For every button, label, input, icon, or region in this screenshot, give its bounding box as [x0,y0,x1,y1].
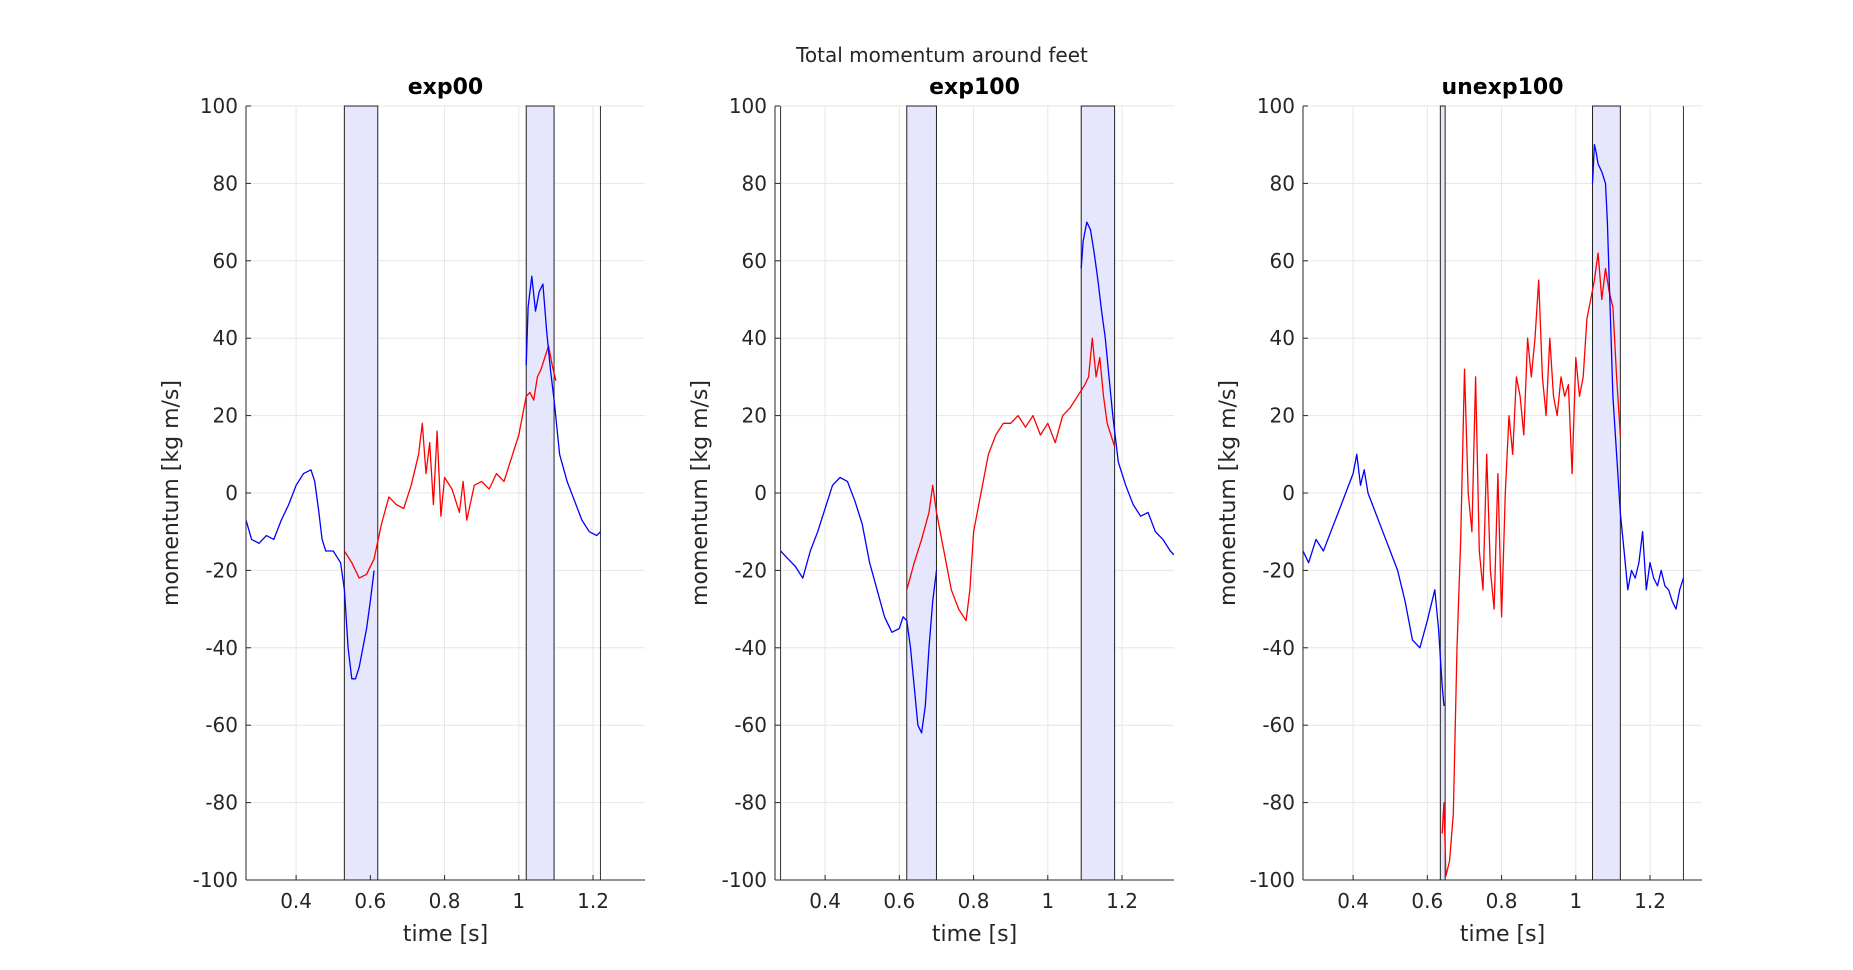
x-tick-label: 0.8 [958,889,990,913]
panel-title: exp00 [408,75,483,100]
y-tick-label: 20 [742,404,767,428]
series-line-blue-2 [1080,221,1174,556]
series-line-blue-0 [780,476,938,734]
y-tick-label: -100 [722,868,767,892]
x-tick-label: 0.4 [280,889,312,913]
y-tick-label: 60 [1270,249,1295,273]
x-tick-label: 0.6 [1411,889,1443,913]
panel-title: exp100 [929,75,1020,100]
panel-2: 0.4 0.6 0.8 1 1.2 -100 -80 -60 -40 -20 0 20 40 60 80 10… [1216,75,1702,947]
y-tick-label: -100 [1250,868,1295,892]
panel-title: unexp100 [1441,75,1563,100]
x-tick-label: 1.2 [577,889,609,913]
x-tick-label: 1 [1569,889,1582,913]
y-tick-label: -40 [205,636,238,660]
series-line-red-1 [1441,252,1621,877]
series-line-blue-0 [1303,453,1445,706]
x-tick-label: 0.4 [809,889,841,913]
y-tick-label: 40 [1270,326,1295,350]
shaded-region-1 [1080,105,1116,881]
panels-group: 0.4 0.6 0.8 1 1.2-100-80-60-40-2002040608010… [159,75,1702,947]
y-tick-label: 0 [754,481,767,505]
x-tick-label: 0.8 [429,889,461,913]
y-axis-label: momentum [kg m/s] [688,380,713,606]
y-tick-label: 100 [729,94,767,118]
y-tick-label: -60 [205,713,238,737]
series-line-blue-2 [525,275,601,537]
y-tick-label: 60 [742,249,767,273]
x-axis-label: time [s] [932,922,1017,947]
y-tick-label: -100 [193,868,238,892]
x-tick-label: 1.2 [1634,889,1666,913]
y-axis-label: momentum [kg m/s] [159,380,184,606]
x-tick-label: 1.2 [1106,889,1138,913]
y-tick-label: 80 [213,171,238,195]
y-tick-label: -40 [1262,636,1295,660]
y-tick-label: 0 [225,481,238,505]
y-tick-label: -80 [734,791,767,815]
series-line-red-1 [906,337,1116,622]
shaded-region-0 [343,105,379,881]
series-line-red-1 [343,345,557,579]
y-tick-label: 20 [1270,404,1295,428]
y-tick-label: -20 [734,558,767,582]
series-line-blue-0 [246,469,375,680]
y-tick-label: -20 [1262,558,1295,582]
x-tick-label: 0.6 [354,889,386,913]
y-tick-label: 100 [1257,94,1295,118]
y-tick-label: 0 [1282,481,1295,505]
y-tick-label: -20 [205,558,238,582]
x-axis-label: time [s] [1460,922,1545,947]
y-tick-label: 20 [213,404,238,428]
y-tick-label: -60 [734,713,767,737]
x-tick-label: 0.6 [883,889,915,913]
shaded-region-0 [1439,105,1446,881]
y-tick-label: -80 [1262,791,1295,815]
x-tick-label: 0.8 [1486,889,1518,913]
series-line-blue-2 [1591,144,1685,610]
y-tick-label: -60 [1262,713,1295,737]
panel-1: 0.4 0.6 0.8 1 1.2 -100 -80 -60 -40 -20 0 20 40 60 80 10… [688,75,1174,947]
y-tick-label: 40 [213,326,238,350]
y-tick-label: 40 [742,326,767,350]
y-tick-label: -80 [205,791,238,815]
shaded-region-1 [1592,105,1621,881]
y-tick-label: 80 [1270,171,1295,195]
x-tick-label: 0.4 [1337,889,1369,913]
x-axis-label: time [s] [403,922,488,947]
figure-title: Total momentum around feet [795,43,1088,67]
y-tick-label: 80 [742,171,767,195]
x-tick-label: 1 [512,889,525,913]
y-tick-label: 100 [200,94,238,118]
panel-0: 0.4 0.6 0.8 1 1.2 -100 -80 -60 -40 -20 0 20 40 60 80 10… [159,75,645,947]
y-tick-label: 60 [213,249,238,273]
shaded-region-1 [525,105,555,881]
x-tick-label: 1 [1041,889,1054,913]
y-axis-label: momentum [kg m/s] [1216,380,1241,606]
y-tick-label: -40 [734,636,767,660]
